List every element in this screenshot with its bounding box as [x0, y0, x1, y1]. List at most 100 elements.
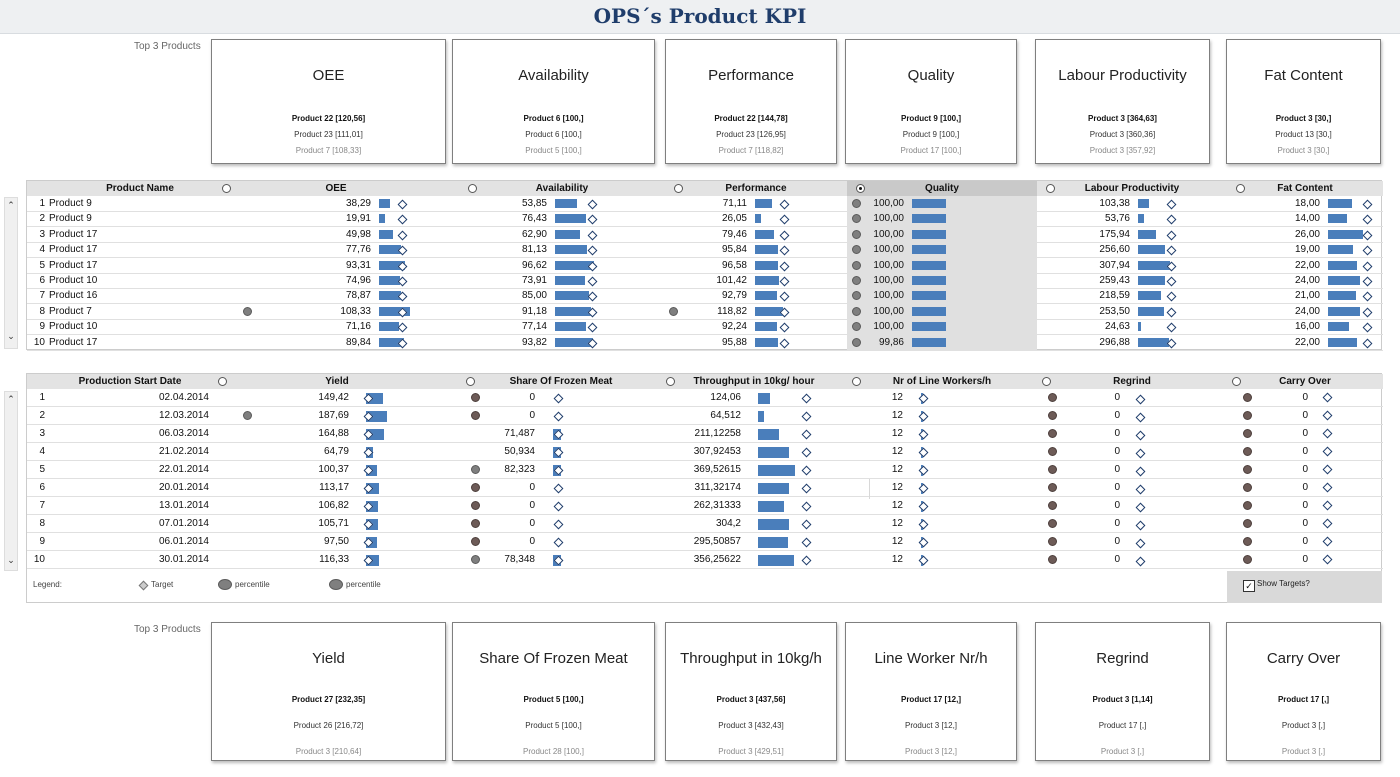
value-cell[interactable]: 93,31: [345, 259, 371, 271]
value-cell[interactable]: 78,348: [504, 554, 535, 565]
sort-radio-icon[interactable]: [468, 184, 477, 193]
value-cell[interactable]: 21,00: [1294, 290, 1320, 302]
value-cell[interactable]: 0: [529, 410, 535, 421]
value-cell[interactable]: 149,42: [318, 392, 349, 403]
value-cell[interactable]: 14,00: [1294, 213, 1320, 225]
column-header[interactable]: Availability: [459, 181, 665, 196]
product-name-cell[interactable]: Product 17: [49, 259, 98, 271]
product-name-cell[interactable]: Product 10: [49, 275, 98, 286]
value-cell[interactable]: 95,84: [721, 244, 747, 256]
value-cell[interactable]: 12: [891, 464, 903, 475]
scroll-down-icon[interactable]: ⌄: [7, 331, 15, 341]
date-cell[interactable]: 02.04.2014: [158, 392, 209, 403]
product-name-cell[interactable]: Product 17: [49, 336, 98, 348]
value-cell[interactable]: 24,00: [1294, 275, 1320, 286]
value-cell[interactable]: 0: [529, 482, 535, 493]
sort-radio-icon[interactable]: [666, 377, 675, 386]
scrollbar-table1[interactable]: ⌃ ⌄: [4, 197, 18, 349]
value-cell[interactable]: 0: [1302, 428, 1308, 439]
date-cell[interactable]: 13.01.2014: [158, 500, 209, 511]
sort-radio-icon[interactable]: [856, 184, 865, 193]
value-cell[interactable]: 100,37: [318, 464, 349, 475]
value-cell[interactable]: 101,42: [716, 275, 747, 286]
sort-radio-icon[interactable]: [674, 184, 683, 193]
value-cell[interactable]: 0: [1302, 482, 1308, 493]
value-cell[interactable]: 0: [1302, 536, 1308, 547]
date-cell[interactable]: 06.03.2014: [158, 428, 209, 439]
date-cell[interactable]: 06.01.2014: [158, 536, 209, 547]
value-cell[interactable]: 0: [529, 518, 535, 529]
sort-radio-icon[interactable]: [466, 377, 475, 386]
value-cell[interactable]: 0: [529, 536, 535, 547]
value-cell[interactable]: 113,17: [319, 482, 349, 493]
value-cell[interactable]: 92,24: [721, 321, 747, 333]
date-cell[interactable]: 30.01.2014: [158, 554, 209, 565]
value-cell[interactable]: 12: [891, 410, 903, 421]
value-cell[interactable]: 73,91: [521, 275, 547, 286]
value-cell[interactable]: 97,50: [323, 536, 349, 547]
value-cell[interactable]: 12: [891, 392, 903, 403]
product-name-cell[interactable]: Product 7: [49, 305, 92, 317]
value-cell[interactable]: 26,00: [1294, 228, 1320, 240]
value-cell[interactable]: 0: [1114, 446, 1120, 457]
sort-radio-icon[interactable]: [1236, 184, 1245, 193]
value-cell[interactable]: 64,512: [710, 410, 741, 421]
value-cell[interactable]: 79,46: [721, 228, 747, 240]
value-cell[interactable]: 22,00: [1294, 336, 1320, 348]
value-cell[interactable]: 18,00: [1294, 198, 1320, 209]
value-cell[interactable]: 0: [1114, 482, 1120, 493]
value-cell[interactable]: 0: [1114, 464, 1120, 475]
value-cell[interactable]: 307,92453: [693, 446, 741, 457]
date-cell[interactable]: 20.01.2014: [158, 482, 209, 493]
value-cell[interactable]: 100,00: [873, 198, 904, 209]
value-cell[interactable]: 100,00: [873, 259, 904, 271]
column-header[interactable]: Share Of Frozen Meat: [461, 374, 661, 389]
value-cell[interactable]: 95,88: [721, 336, 747, 348]
scroll-down-icon[interactable]: ⌄: [7, 555, 15, 565]
value-cell[interactable]: 0: [1302, 518, 1308, 529]
value-cell[interactable]: 0: [1114, 410, 1120, 421]
product-name-cell[interactable]: Product 17: [49, 244, 98, 256]
column-header[interactable]: Throughput in 10kg/ hour: [661, 374, 847, 389]
value-cell[interactable]: 118,82: [717, 305, 747, 317]
value-cell[interactable]: 0: [1114, 428, 1120, 439]
value-cell[interactable]: 62,90: [521, 228, 547, 240]
value-cell[interactable]: 50,934: [504, 446, 535, 457]
value-cell[interactable]: 259,43: [1099, 275, 1130, 286]
value-cell[interactable]: 0: [1114, 518, 1120, 529]
value-cell[interactable]: 0: [1114, 500, 1120, 511]
value-cell[interactable]: 78,87: [345, 290, 371, 302]
sort-radio-icon[interactable]: [218, 377, 227, 386]
value-cell[interactable]: 307,94: [1099, 259, 1130, 271]
value-cell[interactable]: 71,16: [345, 321, 371, 333]
value-cell[interactable]: 253,50: [1099, 305, 1130, 317]
value-cell[interactable]: 19,91: [345, 213, 371, 225]
value-cell[interactable]: 64,79: [323, 446, 349, 457]
sort-radio-icon[interactable]: [1046, 184, 1055, 193]
value-cell[interactable]: 311,32174: [694, 482, 741, 493]
value-cell[interactable]: 103,38: [1099, 198, 1130, 209]
sort-radio-icon[interactable]: [222, 184, 231, 193]
value-cell[interactable]: 71,11: [722, 198, 747, 209]
value-cell[interactable]: 175,94: [1099, 228, 1130, 240]
value-cell[interactable]: 100,00: [873, 213, 904, 225]
value-cell[interactable]: 24,00: [1294, 305, 1320, 317]
value-cell[interactable]: 77,14: [521, 321, 547, 333]
product-name-cell[interactable]: Product 9: [49, 213, 92, 225]
value-cell[interactable]: 124,06: [710, 392, 741, 403]
value-cell[interactable]: 100,00: [873, 244, 904, 256]
value-cell[interactable]: 12: [891, 536, 903, 547]
value-cell[interactable]: 296,88: [1099, 336, 1130, 348]
value-cell[interactable]: 12: [891, 446, 903, 457]
value-cell[interactable]: 116,33: [319, 554, 349, 565]
date-cell[interactable]: 07.01.2014: [158, 518, 209, 529]
value-cell[interactable]: 262,31333: [693, 500, 741, 511]
column-header[interactable]: Labour Productivity: [1037, 181, 1227, 196]
value-cell[interactable]: 74,96: [345, 275, 371, 286]
value-cell[interactable]: 82,323: [504, 464, 535, 475]
value-cell[interactable]: 0: [529, 392, 535, 403]
value-cell[interactable]: 71,487: [504, 428, 535, 439]
date-cell[interactable]: 12.03.2014: [158, 410, 209, 421]
date-cell[interactable]: 22.01.2014: [158, 464, 209, 475]
value-cell[interactable]: 100,00: [873, 228, 904, 240]
